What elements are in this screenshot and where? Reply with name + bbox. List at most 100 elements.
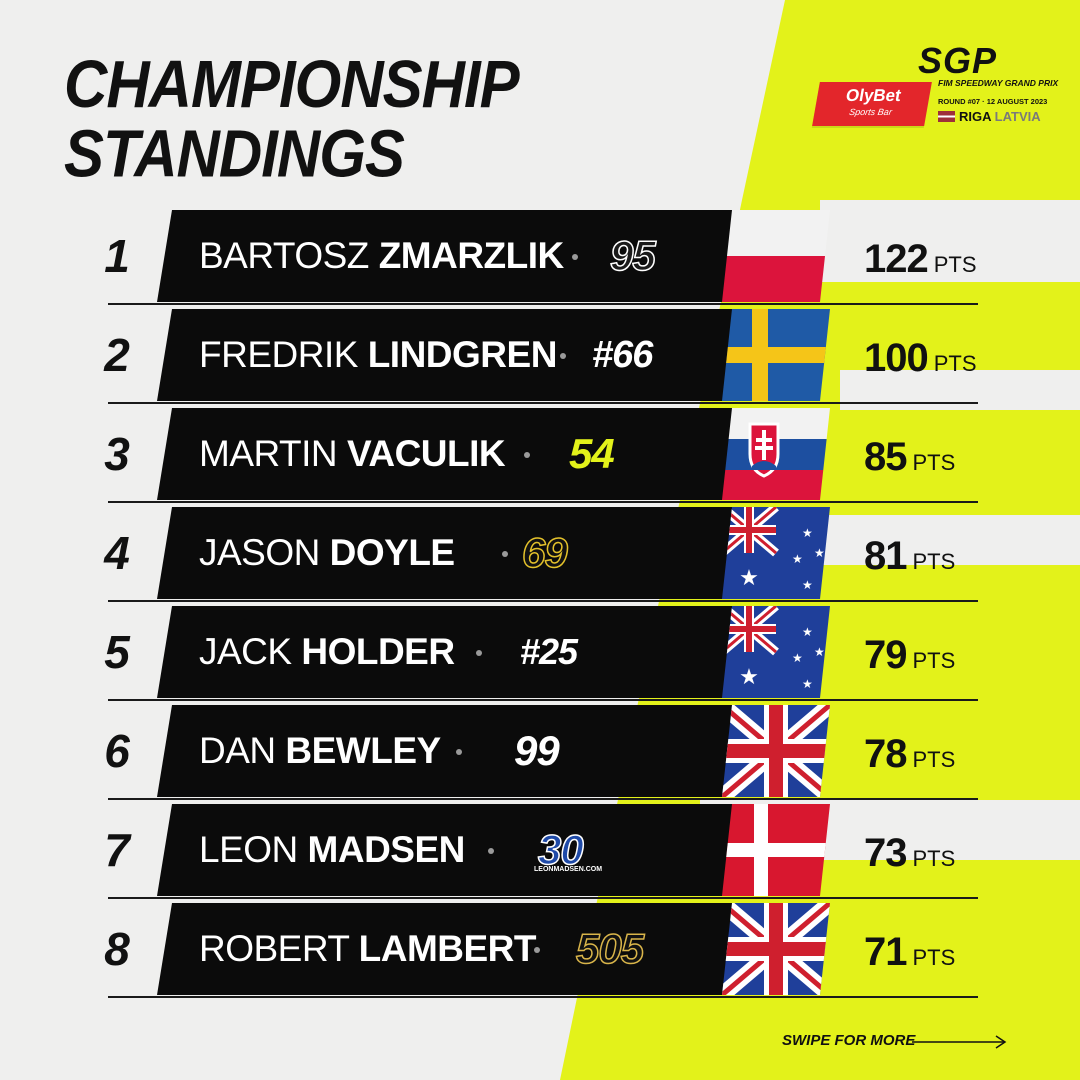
rider-bar [157, 507, 742, 599]
standings-row: 2 FREDRIK LINDGREN #66 100 PTS [54, 309, 1064, 407]
row-divider [108, 600, 978, 602]
event-logo: OlyBet Sports Bar SGP FIM SPEEDWAY GRAND… [812, 42, 1058, 136]
separator-dot [572, 254, 578, 260]
rider-last-name: MADSEN [307, 829, 466, 870]
sgp-subtitle: FIM SPEEDWAY GRAND PRIX [938, 78, 1059, 88]
separator-dot [488, 848, 494, 854]
points-unit: PTS [933, 351, 977, 376]
rider-number: 30 [537, 825, 584, 874]
rider-bar [157, 705, 742, 797]
points-unit: PTS [912, 450, 956, 475]
rider-number: 95 [609, 231, 656, 280]
svg-text:★: ★ [739, 566, 759, 591]
position: 7 [104, 824, 130, 876]
rider-last-name: HOLDER [301, 631, 455, 672]
separator-dot [502, 551, 508, 557]
points: 79 PTS [864, 606, 955, 704]
svg-text:★: ★ [792, 651, 803, 665]
venue-city: RIGA [959, 109, 992, 124]
points: 81 PTS [864, 507, 955, 605]
points-value: 81 [864, 534, 907, 578]
svg-text:★: ★ [814, 546, 825, 560]
poland-flag-icon [722, 210, 830, 302]
rider-name: BARTOSZ ZMARZLIK [199, 210, 564, 302]
united-kingdom-flag-icon [722, 903, 830, 995]
svg-text:★: ★ [792, 552, 803, 566]
rider-last-name: VACULIK [346, 433, 506, 474]
round-info: ROUND #07 · 12 AUGUST 2023 [938, 97, 1048, 106]
points-unit: PTS [933, 252, 977, 277]
latvia-flag-icon [938, 111, 955, 122]
rider-last-name: DOYLE [329, 532, 455, 573]
points-unit: PTS [912, 549, 956, 574]
gray-block-1 [820, 200, 1080, 282]
rider-name: JASON DOYLE [199, 507, 455, 599]
rider-first-name: LEON [199, 829, 298, 870]
rider-number: 54 [569, 430, 615, 477]
position: 6 [104, 725, 130, 777]
australia-flag-icon: ★ ★ ★ ★ ★ [722, 606, 830, 698]
title-line-2: STANDINGS [64, 116, 405, 192]
svg-text:★: ★ [814, 645, 825, 659]
points-value: 78 [864, 732, 907, 776]
rider-number: #25 [520, 631, 578, 672]
separator-dot [476, 650, 482, 656]
standings-row: 5 JACK HOLDER #25 ★ ★ ★ ★ ★ 79 PTS [54, 606, 1064, 704]
standings-row: 4 JASON DOYLE 69 ★ ★ ★ ★ ★ 81 PTS [54, 507, 1064, 605]
page-title: CHAMPIONSHIP STANDINGS [64, 49, 520, 192]
standings-row: 1 BARTOSZ ZMARZLIK 95 122 PTS [54, 210, 1064, 308]
row-divider [108, 699, 978, 701]
row-divider [108, 798, 978, 800]
standings-row: 8 ROBERT LAMBERT 505 71 PTS [54, 903, 1064, 1001]
rider-bar [157, 606, 742, 698]
denmark-flag-icon [722, 804, 830, 896]
separator-dot [534, 947, 540, 953]
points-value: 73 [864, 831, 907, 875]
points-value: 122 [864, 237, 929, 281]
points: 73 PTS [864, 804, 955, 902]
rider-bar [157, 804, 742, 896]
united-kingdom-flag-icon [722, 705, 830, 797]
rider-last-name: LAMBERT [358, 928, 537, 969]
row-divider [108, 303, 978, 305]
rider-number: #66 [592, 334, 653, 376]
points: 122 PTS [864, 210, 977, 308]
rider-bar [157, 408, 742, 500]
rider-first-name: DAN [199, 730, 276, 771]
points-unit: PTS [912, 747, 956, 772]
position: 8 [104, 923, 130, 975]
points-unit: PTS [912, 945, 956, 970]
position: 4 [104, 527, 130, 579]
svg-text:★: ★ [802, 526, 813, 540]
rider-bar [157, 210, 742, 302]
points-unit: PTS [912, 648, 956, 673]
points: 85 PTS [864, 408, 955, 506]
row-divider [108, 897, 978, 899]
rider-first-name: ROBERT [199, 928, 349, 969]
separator-dot [456, 749, 462, 755]
rider-name: JACK HOLDER [199, 606, 455, 698]
rider-first-name: MARTIN [199, 433, 338, 474]
svg-text:★: ★ [802, 625, 813, 639]
points-value: 85 [864, 435, 907, 479]
sgp-mark: SGP [918, 40, 998, 81]
standings-row: 7 LEON MADSEN 30 LEONMADSEN.COM 73 PTS [54, 804, 1064, 902]
rider-last-name: LINDGREN [367, 334, 558, 375]
rider-number: 99 [514, 727, 560, 774]
rider-name: ROBERT LAMBERT [199, 903, 537, 995]
slovakia-flag-icon [722, 408, 830, 500]
rider-first-name: JACK [199, 631, 292, 672]
row-divider [108, 402, 978, 404]
rider-number: 69 [521, 528, 568, 577]
svg-text:★: ★ [739, 665, 759, 690]
points: 71 PTS [864, 903, 955, 1001]
points-unit: PTS [912, 846, 956, 871]
row-divider [108, 996, 978, 998]
points: 100 PTS [864, 309, 977, 407]
position: 2 [104, 329, 130, 381]
venue-country: LATVIA [994, 109, 1041, 124]
swipe-hint: SWIPE FOR MORE [782, 1032, 916, 1049]
rider-number-website: LEONMADSEN.COM [534, 866, 603, 873]
rider-first-name: BARTOSZ [199, 235, 369, 276]
